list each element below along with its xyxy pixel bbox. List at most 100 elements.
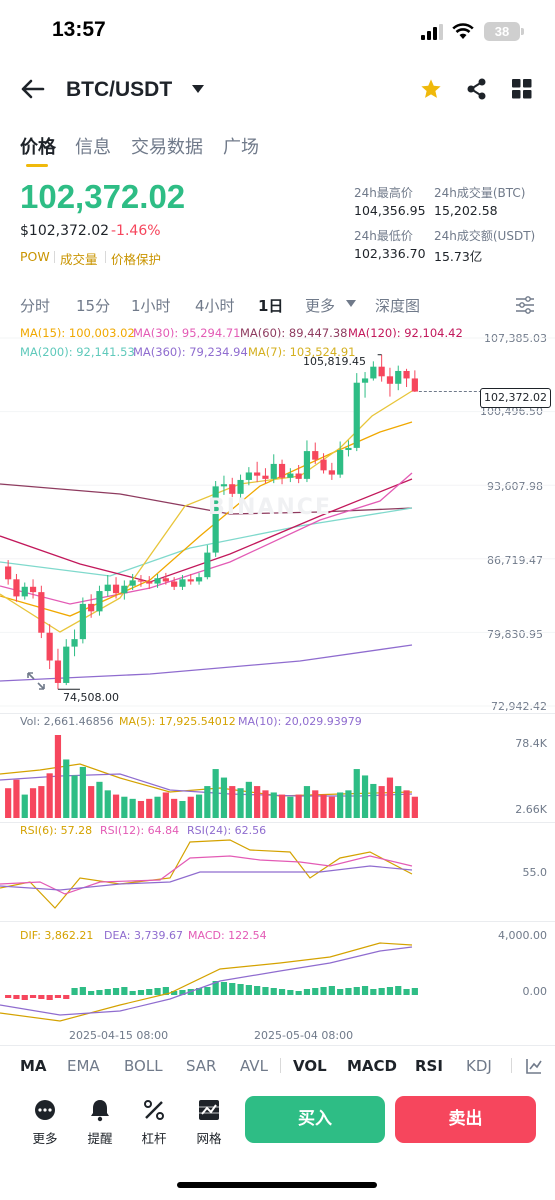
pair-dropdown-icon[interactable]	[192, 85, 204, 93]
indicator-vol[interactable]: VOL	[293, 1057, 327, 1075]
candle-body	[287, 473, 294, 478]
macd-dif-label: DIF: 3,862.21	[20, 929, 94, 942]
indicator-macd[interactable]: MACD	[347, 1057, 397, 1075]
candlestick-chart[interactable]	[0, 336, 555, 716]
date-label: 2025-04-15 08:00	[69, 1029, 169, 1042]
candle-body	[345, 447, 352, 451]
volume-bar	[187, 796, 194, 818]
volume-bar	[303, 786, 311, 818]
macd-bar	[29, 995, 37, 998]
tab-info[interactable]: 信息	[75, 137, 111, 158]
price-change: -1.46%	[111, 223, 161, 239]
indicator-boll[interactable]: BOLL	[124, 1057, 163, 1075]
volume-bar	[378, 786, 385, 818]
rsi6-line	[0, 839, 413, 909]
volume-bar	[345, 790, 352, 818]
macd-bar	[21, 995, 28, 1000]
volume-bar	[411, 796, 418, 818]
macd-chart	[0, 942, 418, 1022]
indicator-avl[interactable]: AVL	[240, 1057, 268, 1075]
price-axis-label: 86,719.47	[487, 554, 543, 567]
grid-trading-icon[interactable]	[198, 1099, 220, 1121]
sell-button[interactable]: 卖出	[395, 1096, 536, 1143]
high-marker-label: 105,819.45	[303, 355, 366, 368]
tab-trading-data[interactable]: 交易数据	[131, 137, 203, 158]
tag-price-protection[interactable]: 价格保护	[111, 252, 162, 267]
tab-divider	[511, 1058, 512, 1073]
interval-1d[interactable]: 1日	[258, 297, 284, 315]
macd-bar	[104, 989, 111, 995]
tag-volume[interactable]: 成交量	[60, 252, 98, 267]
macd-bar	[54, 995, 62, 998]
interval-4h[interactable]: 4小时	[195, 297, 235, 315]
volume-bar	[162, 792, 169, 818]
chart-settings-icon[interactable]	[516, 296, 534, 314]
macd-bar	[79, 987, 86, 995]
macd-bar	[287, 990, 294, 995]
macd-bar	[162, 987, 169, 995]
tab-price[interactable]: 价格	[20, 137, 56, 158]
vol-axis-top: 78.4K	[515, 737, 547, 750]
more-label[interactable]: 更多	[32, 1131, 58, 1146]
indicator-ema[interactable]: EMA	[67, 1057, 100, 1075]
star-icon[interactable]	[420, 78, 442, 100]
macd-dea-line	[0, 946, 413, 1016]
volume-bar	[370, 783, 377, 818]
tab-square[interactable]: 广场	[223, 137, 259, 158]
macd-bar	[195, 988, 203, 995]
price-axis-label: 93,607.98	[487, 480, 543, 493]
macd-bar	[337, 989, 344, 995]
wifi-icon	[452, 23, 474, 39]
macd-bar	[312, 988, 319, 995]
volume-bar	[312, 790, 319, 818]
ma120-line	[0, 478, 413, 583]
grid-layout-icon[interactable]	[512, 79, 532, 99]
alert-label[interactable]: 提醒	[87, 1131, 113, 1146]
indicator-settings-icon[interactable]	[526, 1058, 542, 1074]
interval-more[interactable]: 更多	[305, 297, 336, 315]
bell-icon[interactable]	[90, 1099, 110, 1122]
rsi12-label: RSI(12): 64.84	[100, 824, 180, 837]
volume-bar	[38, 786, 45, 818]
volume-chart	[0, 735, 418, 818]
macd-bar	[121, 987, 128, 995]
indicator-ma[interactable]: MA	[20, 1057, 47, 1075]
indicator-rsi[interactable]: RSI	[415, 1057, 443, 1075]
volume-bar	[79, 766, 86, 818]
interval-depth[interactable]: 深度图	[375, 297, 421, 315]
volume-bar	[137, 800, 145, 818]
candle-body	[353, 382, 360, 448]
tag-pow[interactable]: POW	[20, 249, 50, 264]
more-icon[interactable]	[34, 1099, 56, 1121]
candle-body	[5, 566, 12, 580]
macd-bar	[63, 995, 70, 999]
pair-selector[interactable]: BTC/USDT	[66, 78, 173, 101]
ma30-line	[0, 472, 413, 605]
grid-label[interactable]: 网格	[196, 1131, 222, 1146]
macd-bar	[295, 991, 302, 995]
buy-button[interactable]: 买入	[245, 1096, 385, 1143]
interval-timeline[interactable]: 分时	[20, 297, 51, 315]
expand-chart-icon[interactable]	[27, 672, 45, 690]
more-dropdown-icon[interactable]	[346, 300, 356, 307]
low-marker-label: 74,508.00	[63, 691, 119, 704]
macd-bar	[129, 991, 136, 995]
margin-icon[interactable]	[143, 1099, 165, 1121]
indicator-sar[interactable]: SAR	[186, 1057, 217, 1075]
share-icon[interactable]	[466, 78, 488, 100]
interval-15m[interactable]: 15分	[76, 297, 111, 315]
indicator-kdj[interactable]: KDJ	[466, 1057, 492, 1075]
margin-label[interactable]: 杠杆	[141, 1131, 167, 1146]
vol-ma10-label: MA(10): 20,029.93979	[238, 715, 362, 728]
back-arrow-icon[interactable]	[21, 79, 45, 99]
interval-1h[interactable]: 1小时	[131, 297, 171, 315]
macd-bar	[361, 986, 369, 995]
candle-body	[179, 579, 186, 587]
ma15-line	[0, 421, 413, 617]
candle-body	[137, 580, 145, 582]
rsi24-line	[0, 865, 413, 891]
macd-axis-zero: 0.00	[522, 985, 548, 998]
macd-bar	[212, 981, 219, 995]
price-axis-label: 79,830.95	[487, 628, 543, 641]
volume-bar	[29, 788, 37, 818]
